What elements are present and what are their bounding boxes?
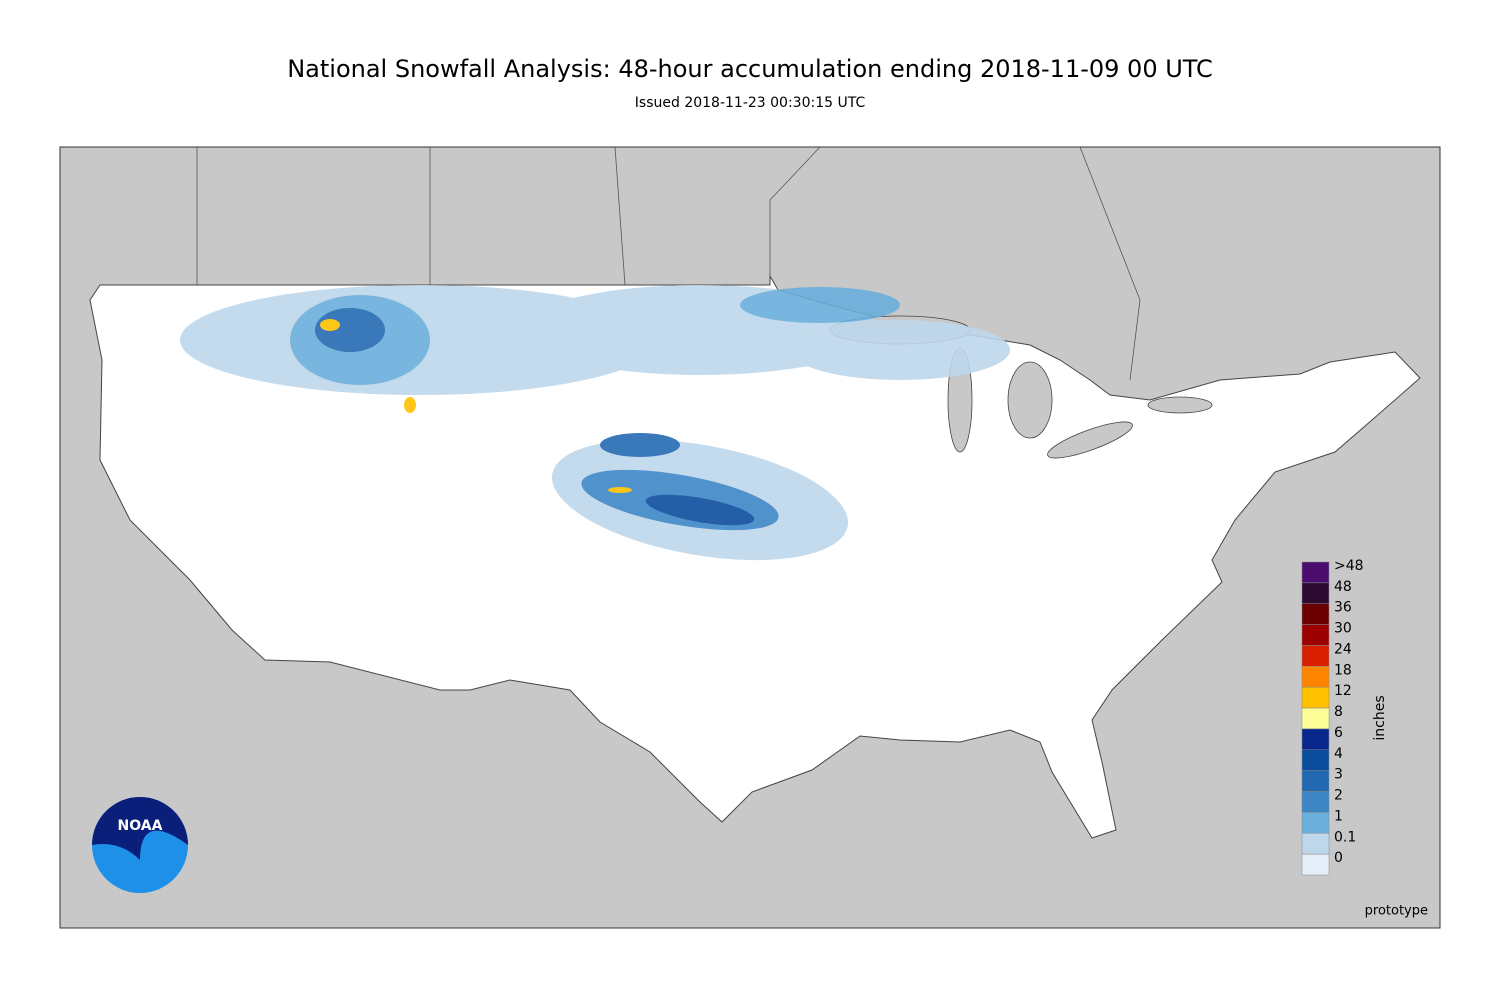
legend-swatch <box>1301 853 1330 876</box>
snow-area <box>315 308 385 352</box>
snow-area <box>790 320 1010 380</box>
legend-label: 24 <box>1334 641 1352 657</box>
lake-ontario <box>1147 396 1213 414</box>
legend-label: 0.1 <box>1334 829 1356 845</box>
title: National Snowfall Analysis: 48-hour accu… <box>287 55 1213 83</box>
legend-label: 12 <box>1334 683 1352 699</box>
legend-label: 48 <box>1334 579 1352 595</box>
snow-area <box>404 397 416 413</box>
legend-label: 6 <box>1334 725 1343 741</box>
legend-swatch <box>1301 770 1330 792</box>
legend-swatch <box>1301 686 1330 709</box>
legend-label: >48 <box>1334 558 1364 574</box>
prototype-note: prototype <box>1365 904 1428 919</box>
legend-swatch <box>1301 645 1330 667</box>
legend-swatch <box>1301 791 1330 813</box>
legend-swatch <box>1301 707 1330 730</box>
legend-swatch <box>1301 582 1330 604</box>
logo-top <box>92 797 188 860</box>
map: NOAA prototype <box>59 146 1441 929</box>
legend-label: 30 <box>1334 621 1352 637</box>
legend-label: 18 <box>1334 662 1352 678</box>
canada-borders <box>196 146 1141 381</box>
legend-label: 3 <box>1334 767 1343 783</box>
legend-swatch <box>1301 833 1330 855</box>
snow-area <box>600 433 680 457</box>
legend: inches >48 48 36 30 24 18 12 8 6 4 3 2 1 0.1 0 <box>1301 558 1388 876</box>
legend-unit: inches <box>1372 695 1388 740</box>
legend-label: 2 <box>1334 788 1343 804</box>
legend-swatch <box>1301 728 1330 751</box>
legend-label: 8 <box>1334 704 1343 720</box>
legend-swatch <box>1301 666 1330 688</box>
legend-swatch <box>1301 624 1330 646</box>
snow-area <box>740 287 900 323</box>
province-lines <box>196 146 1141 381</box>
legend-label: 1 <box>1334 808 1343 824</box>
legend-swatch <box>1301 812 1330 834</box>
legend-swatch <box>1301 603 1330 625</box>
legend-label: 0 <box>1334 850 1343 866</box>
snow-area <box>320 319 340 331</box>
snow-area <box>645 494 755 526</box>
subtitle: Issued 2018-11-23 00:30:15 UTC <box>635 95 866 111</box>
lake-huron <box>1007 361 1053 439</box>
logo-text: NOAA <box>118 818 163 834</box>
lake-erie <box>1047 421 1133 459</box>
snow-area <box>608 487 632 493</box>
legend-label: 4 <box>1334 746 1343 762</box>
noaa-logo: NOAA <box>92 797 188 893</box>
legend-swatch <box>1301 749 1330 771</box>
legend-swatch <box>1301 561 1330 584</box>
legend-label: 36 <box>1334 600 1352 616</box>
snowfall-shading <box>180 285 1010 561</box>
